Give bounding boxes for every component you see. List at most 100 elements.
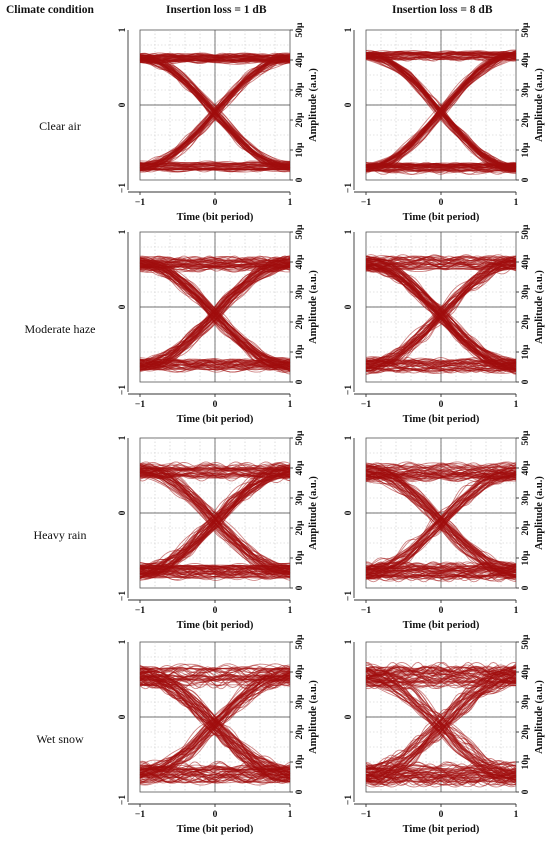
row-label-wet-snow: Wet snow [36,732,84,746]
x-tick-label: −1 [135,198,145,208]
x-tick-label: 1 [288,606,293,616]
eye-trace [365,778,517,788]
eye-diagram-panel: 1 0 −1 −1 0 1 Time (bit period) 50μ 40μ 30μ 20μ 10μ… [118,22,338,224]
right-tick-label: 10μ [295,142,305,158]
eye-trace [139,568,291,578]
left-tick-label: 0 [118,304,128,309]
eye-trace [365,475,517,482]
left-tick-label: −1 [118,183,128,193]
x-tick-label: 0 [439,810,444,820]
eye-trace [139,474,291,480]
eye-trace [365,57,517,61]
eye-diagram-panel: 1 0 −1 −1 0 1 Time (bit period) 50μ 40μ 30μ 20μ 10μ… [118,224,338,426]
eye-trace [139,265,291,272]
eye-trace [139,773,291,784]
eye-trace [139,57,291,166]
eye-trace [365,469,517,475]
x-tick-label: 1 [288,400,293,410]
y-axis-label: Amplitude (a.u.) [308,68,319,142]
eye-trace [139,61,290,168]
eye-trace [139,572,291,579]
eye-trace [139,774,291,784]
right-tick-label: 0 [521,379,531,384]
x-axis-label: Time (bit period) [177,824,254,835]
eye-trace [139,465,291,570]
left-tick-label: −1 [344,591,354,601]
eye-trace [139,264,291,369]
right-tick-label: 30μ [521,490,531,506]
eye-trace [365,476,517,578]
right-tick-label: 0 [521,789,531,794]
left-tick-label: 0 [118,102,128,107]
right-tick-label: 20μ [521,112,531,128]
x-tick-label: 0 [439,400,444,410]
right-tick-label: 40μ [521,460,531,476]
eye-trace [365,474,517,574]
eye-trace [139,668,291,678]
right-tick-label: 30μ [521,694,531,710]
eye-trace [139,364,291,373]
eye-trace [139,255,291,261]
eye-trace [365,52,517,55]
eye-trace [365,674,517,775]
x-tick-label: −1 [135,400,145,410]
right-tick-label: 0 [521,177,531,182]
eye-trace [139,62,291,172]
eye-diagram-svg: 1 0 −1 −1 0 1 Time (bit period) 50μ 40μ 30μ 20μ 10μ… [118,22,319,223]
row-label-heavy-rain: Heavy rain [33,528,87,542]
eye-trace [139,778,291,783]
eye-trace [365,573,517,582]
right-tick-label: 10μ [295,754,305,770]
right-tick-label: 0 [295,585,305,590]
right-tick-label: 30μ [521,284,531,300]
x-axis-label: Time (bit period) [403,620,480,631]
eye-trace [139,260,290,365]
eye-trace [139,54,291,164]
eye-diagram-panel: 1 0 −1 −1 0 1 Time (bit period) 50μ 40μ 30μ 20μ 10μ… [118,634,338,836]
row-label-moderate-haze: Moderate haze [24,322,96,336]
eye-trace [139,681,291,782]
eye-trace [139,670,291,770]
y-axis-label: Amplitude (a.u.) [534,680,545,754]
eye-diagram-svg: 1 0 −1 −1 0 1 Time (bit period) 50μ 40μ 30μ 20μ 10μ… [118,430,319,631]
eye-trace [139,678,291,776]
eye-trace [365,267,517,370]
eye-trace [365,162,517,169]
x-tick-label: −1 [135,606,145,616]
eye-trace [139,57,291,167]
eye-trace [365,255,517,261]
right-tick-label: 0 [295,379,305,384]
eye-trace [365,467,517,570]
eye-trace [365,667,517,675]
eye-trace [365,674,517,685]
eye-diagram-svg: 1 0 −1 −1 0 1 Time (bit period) 50μ 40μ 30μ 20μ 10μ… [118,224,319,425]
eye-trace [139,768,291,772]
eye-trace [139,474,291,576]
eye-trace [365,263,517,266]
eye-trace [139,258,291,364]
column-header-il-1db: Insertion loss = 1 dB [166,4,267,16]
eye-trace [139,761,291,772]
eye-trace [365,53,516,167]
right-tick-label: 40μ [521,664,531,680]
eye-trace [139,361,291,367]
right-tick-label: 20μ [521,520,531,536]
eye-trace [365,571,517,577]
eye-diagram-svg: 1 0 −1 −1 0 1 Time (bit period) 50μ 40μ 30μ 20μ 10μ… [344,634,545,835]
column-header-il-8db: Insertion loss = 8 dB [392,4,493,16]
eye-diagram-panel: 1 0 −1 −1 0 1 Time (bit period) 50μ 40μ 30μ 20μ 10μ… [344,430,550,632]
eye-trace [365,562,517,570]
eye-trace [139,464,291,472]
eye-trace [365,678,517,777]
eye-diagram-panel: 1 0 −1 −1 0 1 Time (bit period) 50μ 40μ 30μ 20μ 10μ… [344,634,550,836]
row-label-clear-air: Clear air [39,119,81,133]
eye-trace [365,466,516,469]
eye-trace [365,680,517,780]
eye-trace [139,57,291,60]
x-tick-label: 1 [514,400,519,410]
x-tick-label: 1 [288,810,293,820]
x-tick-label: −1 [361,400,371,410]
right-tick-label: 40μ [295,460,305,476]
left-tick-label: 1 [118,639,128,644]
right-tick-label: 50μ [295,634,305,650]
